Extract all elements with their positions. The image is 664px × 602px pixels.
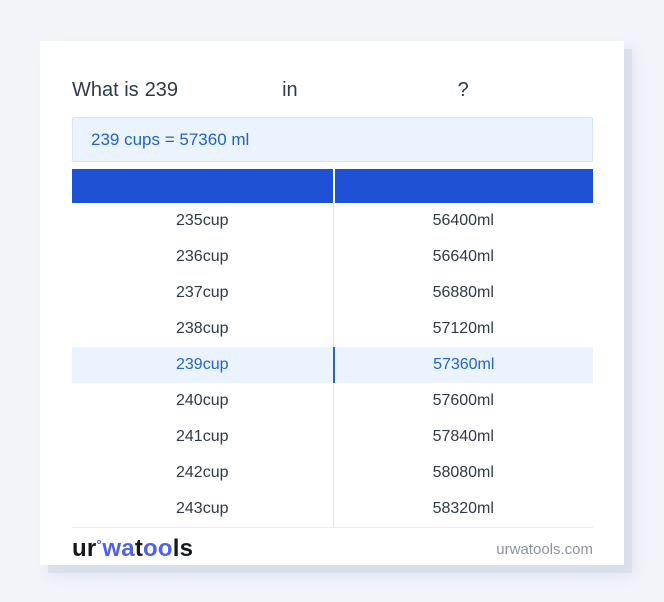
ml-cell: 56640ml — [332, 239, 594, 275]
ml-cell: 57120ml — [332, 311, 594, 347]
conversion-card: What is 239 in? 239 cups = 57360 ml 235cup… — [40, 41, 624, 565]
table-row: 241cup 57840ml — [72, 419, 593, 455]
cups-cell: 238cup — [176, 320, 229, 337]
table-row: 238cup 57120ml — [72, 311, 593, 347]
cups-cell: 242cup — [176, 464, 229, 481]
ml-cell: 58320ml — [332, 491, 594, 527]
conversion-result-text: 239 cups = 57360 ml — [91, 129, 250, 149]
brand-text-t: t — [134, 535, 144, 562]
table-row: 240cup 57600ml — [72, 383, 593, 419]
from-unit-select[interactable] — [178, 74, 282, 96]
ml-cell: 56880ml — [332, 275, 594, 311]
header-cell-cups — [72, 169, 333, 203]
question-value: 239 — [144, 79, 179, 101]
cups-cell: 235cup — [176, 212, 229, 229]
brand-text-oo: oo — [143, 535, 173, 562]
ml-cell: 57600ml — [332, 383, 594, 419]
table-row: 236cup 56640ml — [72, 239, 593, 275]
question-prefix: What is — [72, 79, 139, 101]
cups-cell: 239cup — [176, 356, 229, 373]
cups-cell: 237cup — [176, 284, 229, 301]
table-row-highlighted: 239cup 57360ml — [72, 347, 593, 383]
brand-text-ur: ur — [72, 535, 97, 562]
table-row: 235cup 56400ml — [72, 203, 593, 239]
conversion-result-box: 239 cups = 57360 ml — [72, 117, 593, 162]
brand-ring-icon — [97, 540, 102, 544]
cups-cell: 236cup — [176, 248, 229, 265]
table-row: 237cup 56880ml — [72, 275, 593, 311]
question-mark: ? — [457, 79, 469, 101]
conversion-table: 235cup 56400ml 236cup 56640ml 237cup 568… — [72, 169, 593, 528]
ml-cell: 57360ml — [332, 347, 594, 383]
cups-cell: 241cup — [176, 428, 229, 445]
brand-logo[interactable]: ur watools — [72, 537, 193, 561]
table-row: 243cup 58320ml — [72, 491, 593, 527]
ml-cell: 56400ml — [332, 203, 594, 239]
cups-cell: 240cup — [176, 392, 229, 409]
table-row: 242cup 58080ml — [72, 455, 593, 491]
brand-text-wa: wa — [102, 535, 135, 562]
card-footer: ur watools urwatools.com — [72, 528, 593, 570]
ml-cell: 57840ml — [332, 419, 594, 455]
site-url: urwatools.com — [496, 540, 593, 558]
to-unit-select[interactable] — [298, 74, 458, 96]
header-cell-ml — [332, 169, 594, 203]
ml-cell: 58080ml — [332, 455, 594, 491]
table-header — [72, 169, 593, 203]
question-connector: in — [282, 79, 298, 101]
brand-text-ls: ls — [172, 535, 194, 562]
cups-cell: 243cup — [176, 500, 229, 517]
question-title: What is 239 in? — [72, 74, 593, 102]
